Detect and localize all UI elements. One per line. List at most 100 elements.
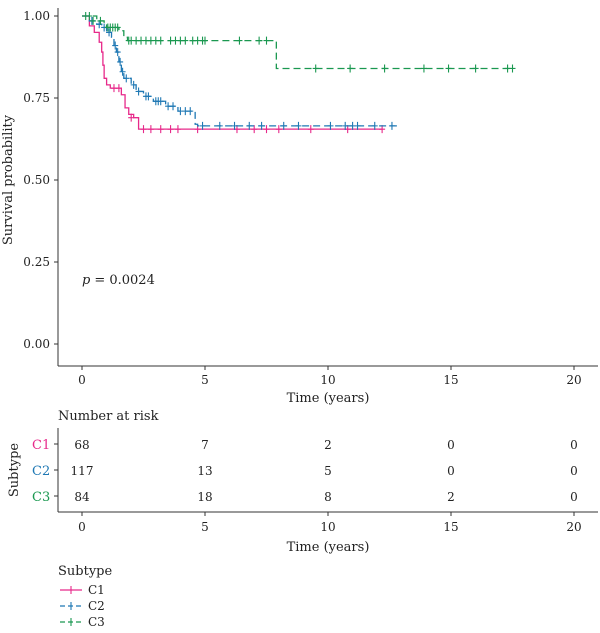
risk-count: 7 (201, 438, 209, 452)
survival-curve-c1 (82, 15, 383, 130)
censor-mark-c1 (251, 125, 258, 134)
y-axis-label: Survival probability (1, 114, 16, 245)
censor-mark-c1 (140, 125, 147, 134)
censor-mark-c3 (114, 23, 121, 32)
censor-mark-c1 (174, 125, 181, 134)
risk-count: 2 (447, 490, 455, 504)
survival-curve-c3 (82, 15, 513, 70)
risk-x-axis-label: Time (years) (287, 540, 370, 555)
censor-mark-c1 (157, 125, 164, 134)
censor-mark-c2 (354, 121, 361, 130)
censor-mark-c3 (256, 36, 263, 45)
censor-mark-c3 (86, 12, 93, 20)
risk-count: 13 (197, 464, 212, 478)
censor-mark-c3 (182, 36, 189, 45)
y-tick-label: 0.25 (23, 255, 50, 269)
risk-x-tick-label: 20 (566, 520, 581, 534)
risk-count: 8 (324, 490, 332, 504)
censor-mark-c3 (263, 36, 270, 45)
censor-mark-c2 (130, 80, 137, 89)
legend-items: C1 C2 C3 (60, 583, 105, 629)
p-value-annotation: p = 0.0024 (82, 273, 155, 288)
censor-mark-c3 (97, 16, 104, 25)
risk-count: 117 (71, 464, 94, 478)
main-plot: 0.00 0.25 0.50 0.75 1.00 0 5 10 15 20 Survival p… (1, 8, 598, 406)
risk-x-tick-label: 5 (201, 520, 209, 534)
survival-curves (82, 12, 516, 134)
risk-count: 18 (197, 490, 212, 504)
censor-mark-c3 (312, 64, 319, 73)
censor-mark-c2 (187, 107, 194, 116)
censor-mark-c2 (106, 28, 113, 37)
censor-mark-c3 (236, 36, 243, 45)
censor-mark-c2 (199, 121, 206, 130)
censor-mark-c2 (135, 87, 142, 96)
risk-table-group-label: Subtype (7, 443, 22, 497)
risk-count: 5 (324, 464, 332, 478)
censor-mark-c2 (117, 57, 124, 66)
risk-count: 0 (447, 438, 455, 452)
x-axis-label: Time (years) (287, 391, 370, 406)
censor-mark-c2 (119, 67, 126, 76)
y-tick-label: 1.00 (23, 9, 50, 23)
risk-count: 2 (324, 438, 332, 452)
censor-mark-c3 (472, 64, 479, 73)
x-tick-label: 15 (443, 373, 458, 387)
censor-mark-c3 (509, 64, 516, 73)
risk-x-tick-label: 10 (320, 520, 335, 534)
censor-mark-c2 (258, 121, 265, 130)
censor-mark-c1 (115, 84, 122, 93)
x-tick-label: 5 (201, 373, 209, 387)
censor-mark-c2 (280, 121, 287, 130)
censor-mark-c3 (381, 64, 388, 73)
risk-count: 84 (74, 490, 90, 504)
censor-mark-c1 (275, 125, 282, 134)
risk-count: 0 (570, 464, 578, 478)
legend-title: Subtype (58, 564, 112, 579)
censor-mark-c2 (170, 102, 177, 111)
y-tick-label: 0.50 (23, 173, 50, 187)
x-tick-label: 0 (78, 373, 86, 387)
legend-label-c1: C1 (88, 583, 105, 597)
censor-mark-c1 (263, 125, 270, 134)
risk-x-tick-label: 15 (443, 520, 458, 534)
risk-table: Number at risk Subtype C1 68 7 2 0 0C2 117 13 5 0… (7, 409, 598, 555)
censor-mark-c2 (157, 97, 164, 106)
risk-count: 0 (570, 490, 578, 504)
risk-table-rows: C1 68 7 2 0 0 C2 117 13 5 0 0 C3 84 18 8 2 0 (32, 438, 578, 505)
censor-mark-c1 (167, 125, 174, 134)
censor-mark-c1 (147, 125, 154, 134)
legend-label-c3: C3 (88, 615, 105, 629)
legend: Subtype C1 C2 C3 (58, 564, 112, 629)
x-axis-ticks: 0 5 10 15 20 (78, 366, 582, 387)
legend-label-c2: C2 (88, 599, 105, 613)
censor-mark-c2 (216, 121, 223, 130)
p-value-text: = 0.0024 (94, 273, 155, 288)
censor-mark-c2 (388, 121, 395, 130)
p-value-symbol: p (82, 273, 91, 288)
censor-mark-c2 (145, 92, 152, 101)
risk-count: 0 (570, 438, 578, 452)
censor-mark-c2 (123, 74, 130, 83)
censor-mark-c1 (307, 125, 314, 134)
risk-row-label: C1 (32, 438, 50, 453)
censor-mark-c2 (246, 121, 253, 130)
censor-mark-c1 (128, 113, 135, 122)
y-tick-label: 0.00 (23, 337, 50, 351)
censor-mark-c2 (231, 121, 238, 130)
x-tick-label: 20 (566, 373, 581, 387)
censor-mark-c2 (371, 121, 378, 130)
risk-count: 0 (447, 464, 455, 478)
censor-mark-c2 (114, 48, 121, 57)
censor-mark-c2 (342, 121, 349, 130)
y-axis-ticks: 0.00 0.25 0.50 0.75 1.00 (23, 9, 58, 351)
censor-mark-c2 (327, 121, 334, 130)
risk-row-label: C2 (32, 464, 50, 479)
censor-mark-c3 (445, 64, 452, 73)
censor-mark-c3 (202, 36, 208, 45)
risk-x-axis-ticks: 0 5 10 15 20 (78, 512, 582, 534)
censor-mark-c2 (112, 41, 119, 50)
censor-mark-c3 (420, 64, 427, 73)
censor-mark-c3 (157, 36, 164, 45)
